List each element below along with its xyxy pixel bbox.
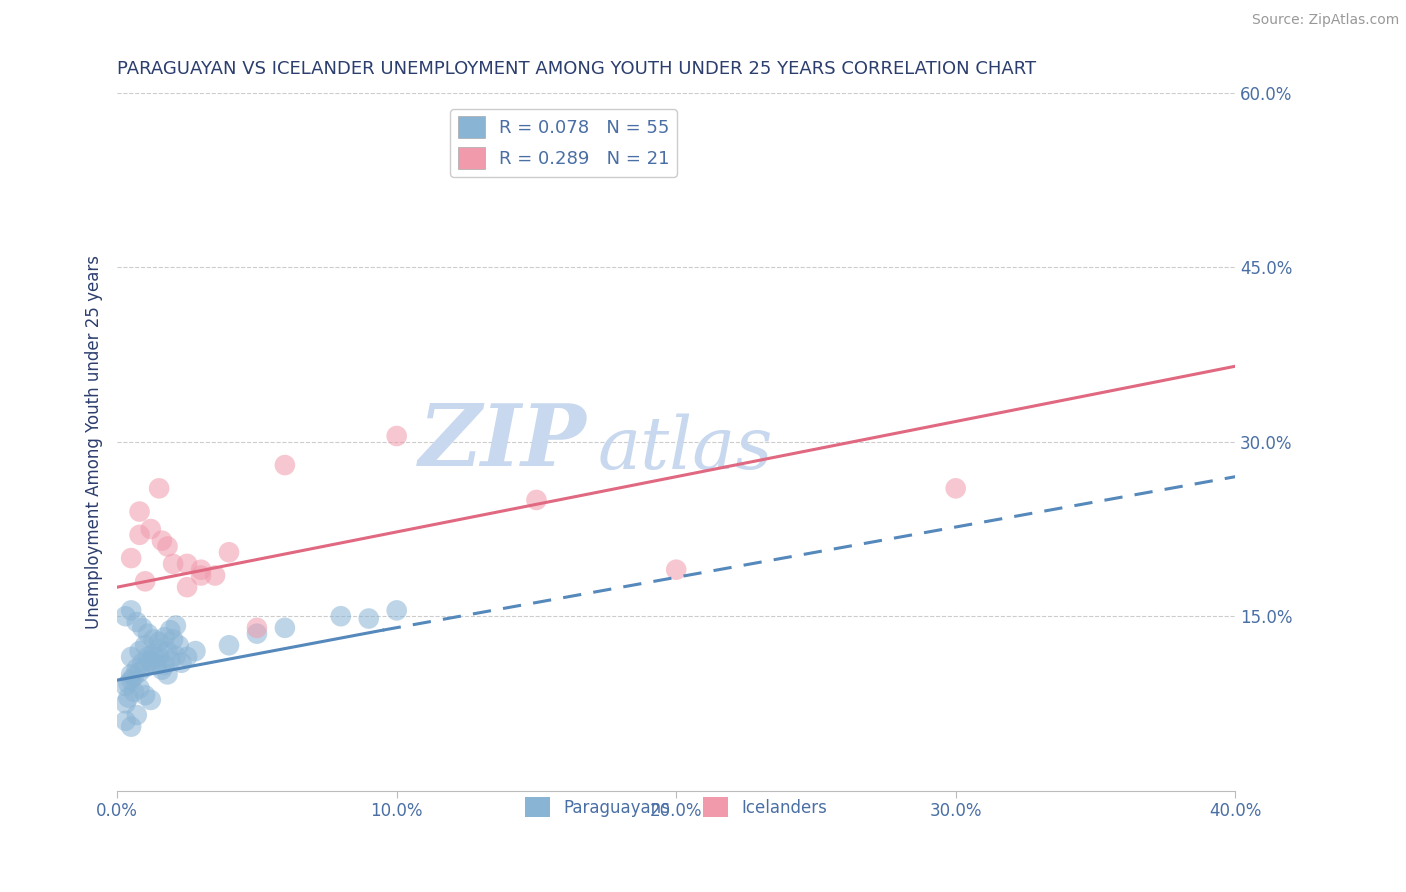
Point	[162, 632, 184, 647]
Point	[120, 667, 142, 681]
Point	[122, 685, 145, 699]
Point	[136, 649, 159, 664]
Point	[134, 638, 156, 652]
Point	[274, 621, 297, 635]
Point	[184, 644, 207, 658]
Text: Source: ZipAtlas.com: Source: ZipAtlas.com	[1251, 13, 1399, 28]
Point	[156, 667, 179, 681]
Point	[150, 663, 173, 677]
Point	[945, 481, 967, 495]
Point	[159, 653, 181, 667]
Point	[139, 522, 162, 536]
Point	[170, 656, 193, 670]
Point	[148, 634, 170, 648]
Point	[134, 574, 156, 589]
Point	[274, 458, 297, 472]
Point	[218, 545, 240, 559]
Point	[159, 623, 181, 637]
Point	[665, 563, 688, 577]
Point	[122, 670, 145, 684]
Point	[131, 621, 153, 635]
Point	[142, 647, 165, 661]
Point	[246, 621, 269, 635]
Point	[128, 665, 150, 679]
Point	[145, 658, 167, 673]
Point	[114, 679, 136, 693]
Point	[176, 580, 198, 594]
Point	[142, 632, 165, 647]
Point	[153, 658, 176, 673]
Point	[134, 660, 156, 674]
Point	[148, 649, 170, 664]
Point	[148, 481, 170, 495]
Point	[139, 656, 162, 670]
Point	[117, 676, 139, 690]
Point	[153, 630, 176, 644]
Point	[114, 714, 136, 728]
Point	[526, 492, 548, 507]
Point	[162, 557, 184, 571]
Point	[114, 609, 136, 624]
Point	[246, 626, 269, 640]
Y-axis label: Unemployment Among Youth under 25 years: Unemployment Among Youth under 25 years	[86, 255, 103, 629]
Point	[167, 638, 190, 652]
Point	[190, 568, 212, 582]
Point	[125, 661, 148, 675]
Point	[125, 615, 148, 629]
Point	[218, 638, 240, 652]
Point	[139, 693, 162, 707]
Point	[329, 609, 352, 624]
Point	[357, 611, 380, 625]
Point	[120, 603, 142, 617]
Point	[128, 644, 150, 658]
Point	[176, 557, 198, 571]
Point	[120, 649, 142, 664]
Point	[385, 603, 408, 617]
Point	[131, 656, 153, 670]
Legend: Paraguayans, Icelanders: Paraguayans, Icelanders	[519, 790, 834, 824]
Point	[385, 429, 408, 443]
Point	[148, 641, 170, 656]
Point	[156, 644, 179, 658]
Point	[156, 540, 179, 554]
Point	[165, 648, 187, 663]
Point	[120, 673, 142, 688]
Point	[139, 653, 162, 667]
Point	[114, 697, 136, 711]
Point	[125, 708, 148, 723]
Point	[120, 720, 142, 734]
Point	[134, 688, 156, 702]
Point	[176, 649, 198, 664]
Point	[120, 551, 142, 566]
Point	[128, 528, 150, 542]
Point	[190, 563, 212, 577]
Text: ZIP: ZIP	[419, 401, 586, 483]
Point	[165, 618, 187, 632]
Point	[117, 690, 139, 705]
Point	[204, 568, 226, 582]
Text: PARAGUAYAN VS ICELANDER UNEMPLOYMENT AMONG YOUTH UNDER 25 YEARS CORRELATION CHAR: PARAGUAYAN VS ICELANDER UNEMPLOYMENT AMO…	[117, 60, 1036, 78]
Point	[128, 681, 150, 696]
Point	[136, 626, 159, 640]
Point	[150, 533, 173, 548]
Point	[128, 505, 150, 519]
Text: atlas: atlas	[598, 414, 773, 484]
